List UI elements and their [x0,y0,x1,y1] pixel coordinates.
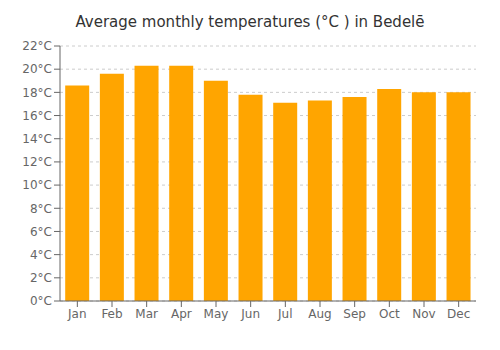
svg-text:14°C: 14°C [22,132,52,146]
svg-text:4°C: 4°C [30,248,52,262]
svg-text:0°C: 0°C [30,294,52,308]
svg-text:20°C: 20°C [22,62,52,76]
svg-text:Aug: Aug [308,307,331,321]
html-text:Average monthly temperatures (: Average monthly temperatures (°C ) in Be… [75,13,425,31]
svg-text:18°C: 18°C [22,86,52,100]
svg-text:May: May [204,307,229,321]
svg-text:Apr: Apr [171,307,192,321]
svg-text:Feb: Feb [101,307,122,321]
svg-text:Nov: Nov [412,307,435,321]
svg-text:6°C: 6°C [30,225,52,239]
svg-text:Sep: Sep [343,307,366,321]
svg-text:Jun: Jun [240,307,260,321]
svg-text:8°C: 8°C [30,202,52,216]
svg-text:10°C: 10°C [22,178,52,192]
svg-text:Mar: Mar [135,307,158,321]
svg-text:12°C: 12°C [22,155,52,169]
svg-text:Jan: Jan [67,307,87,321]
svg-text:Dec: Dec [447,307,470,321]
svg-text:2°C: 2°C [30,271,52,285]
svg-text:16°C: 16°C [22,109,52,123]
svg-text:Jul: Jul [277,307,292,321]
svg-text:22°C: 22°C [22,39,52,53]
svg-text:Oct: Oct [379,307,400,321]
